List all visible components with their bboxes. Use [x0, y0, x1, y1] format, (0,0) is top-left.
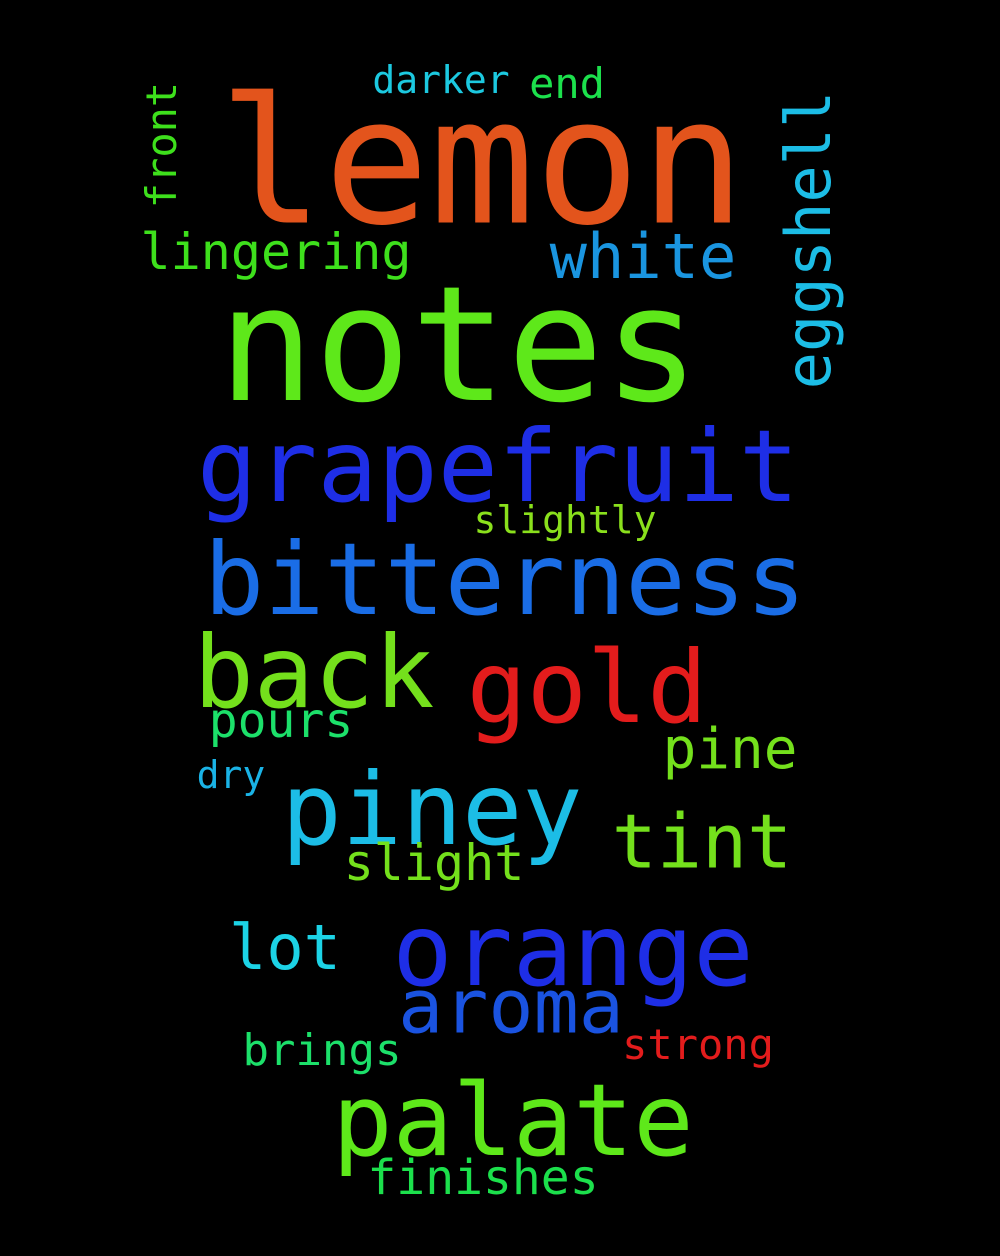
word-brings: brings — [242, 1025, 402, 1076]
word-lot: lot — [229, 911, 341, 984]
word-aroma: aroma — [398, 962, 624, 1051]
word-piney: piney — [281, 751, 583, 868]
word-slightly: slightly — [473, 498, 657, 542]
word-finishes: finishes — [367, 1150, 599, 1206]
word-bitterness: bitterness — [203, 521, 807, 638]
word-darker: darker — [372, 58, 510, 102]
word-lingering: lingering — [140, 223, 412, 281]
word-lemon: lemon — [218, 61, 746, 265]
word-gold: gold — [466, 629, 708, 746]
word-palate: palate — [332, 1062, 694, 1179]
word-pours: pours — [208, 693, 354, 749]
word-tint: tint — [611, 797, 793, 886]
word-notes: notes — [218, 251, 700, 438]
word-pine: pine — [662, 717, 798, 782]
word-slight: slight — [343, 834, 525, 892]
word-orange: orange — [392, 892, 754, 1009]
word-dry: dry — [196, 753, 266, 797]
word-eggshell: eggshell — [772, 90, 845, 390]
word-back: back — [193, 614, 435, 731]
word-front: front — [137, 81, 186, 209]
word-end: end — [529, 59, 605, 108]
word-strong: strong — [622, 1020, 774, 1069]
word-white: white — [549, 220, 737, 293]
word-grapefruit: grapefruit — [196, 408, 800, 525]
